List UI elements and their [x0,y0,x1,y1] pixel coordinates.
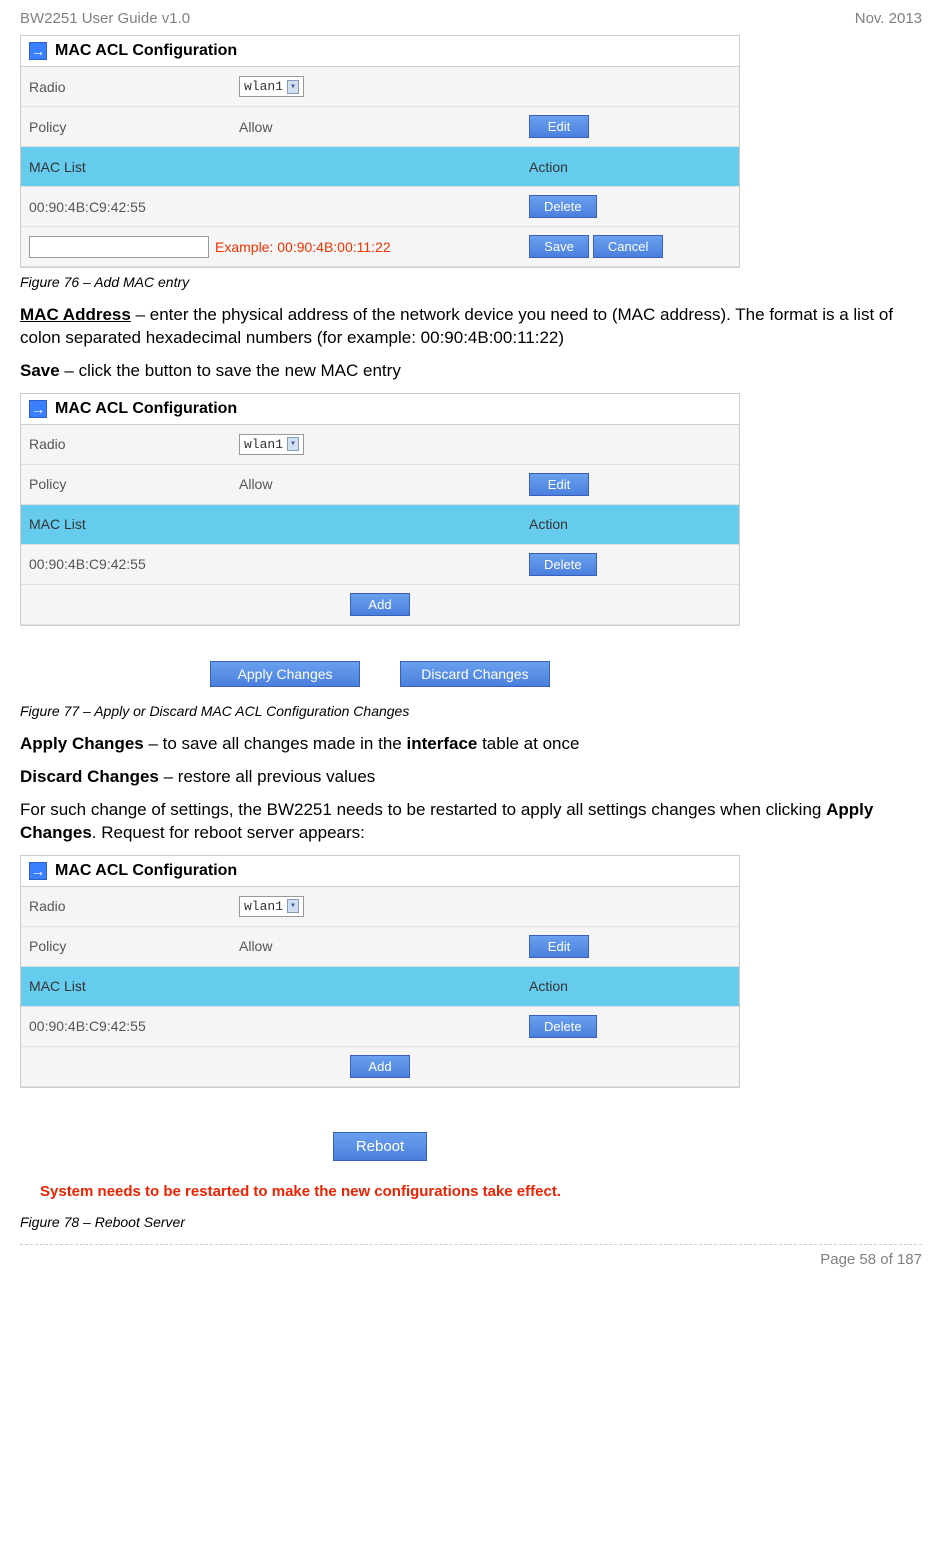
discard-paragraph: Discard Changes – restore all previous v… [20,766,922,789]
save-body: – click the button to save the new MAC e… [60,361,401,380]
chevron-down-icon: ▾ [287,899,299,913]
panel-title: MAC ACL Configuration [55,400,237,418]
mac-acl-panel-3: → MAC ACL Configuration Radio wlan1 ▾ Po… [20,855,740,1088]
policy-label: Policy [29,119,239,135]
mac-acl-panel-2: → MAC ACL Configuration Radio wlan1 ▾ Po… [20,393,740,626]
save-label: Save [20,361,60,380]
mac-entry-row: 00:90:4B:C9:42:55 Delete [21,1007,739,1047]
list-header-row: MAC List Action [21,505,739,545]
example-text: Example: 00:90:4B:00:11:22 [215,239,391,255]
mac-acl-panel-1: → MAC ACL Configuration Radio wlan1 ▾ Po… [20,35,740,268]
apply-paragraph: Apply Changes – to save all changes made… [20,733,922,756]
edit-button[interactable]: Edit [529,935,589,958]
apply-body-bold: interface [406,734,477,753]
mac-list-header: MAC List [29,516,529,532]
mac-input-row: Example: 00:90:4B:00:11:22 Save Cancel [21,227,739,267]
chevron-down-icon: ▾ [287,80,299,94]
figure-77-caption: Figure 77 – Apply or Discard MAC ACL Con… [20,703,922,719]
panel-title: MAC ACL Configuration [55,42,237,60]
discard-changes-button[interactable]: Discard Changes [400,661,550,687]
arrow-icon: → [29,42,47,60]
chevron-down-icon: ▾ [287,437,299,451]
apply-body2: table at once [477,734,579,753]
save-button[interactable]: Save [529,235,589,258]
apply-changes-button[interactable]: Apply Changes [210,661,360,687]
mac-input[interactable] [29,236,209,258]
radio-label: Radio [29,79,239,95]
discard-label: Discard Changes [20,767,159,786]
restart-text1: For such change of settings, the BW2251 … [20,800,826,819]
action-header: Action [529,978,731,994]
arrow-icon: → [29,400,47,418]
radio-label: Radio [29,898,239,914]
page-number: Page 58 of 187 [820,1251,922,1268]
radio-select-value: wlan1 [244,899,283,914]
discard-body: – restore all previous values [159,767,375,786]
edit-button[interactable]: Edit [529,115,589,138]
panel-header: → MAC ACL Configuration [21,394,739,425]
reboot-button[interactable]: Reboot [333,1132,427,1161]
restart-text2: . Request for reboot server appears: [92,823,365,842]
list-header-row: MAC List Action [21,147,739,187]
system-restart-message: System needs to be restarted to make the… [20,1175,740,1208]
radio-select[interactable]: wlan1 ▾ [239,434,304,455]
restart-paragraph: For such change of settings, the BW2251 … [20,799,922,845]
list-header-row: MAC List Action [21,967,739,1007]
panel-header: → MAC ACL Configuration [21,36,739,67]
figure-76-caption: Figure 76 – Add MAC entry [20,274,922,290]
mac-entry-value: 00:90:4B:C9:42:55 [29,1018,529,1034]
cancel-button[interactable]: Cancel [593,235,663,258]
radio-select-value: wlan1 [244,437,283,452]
mac-address-paragraph: MAC Address – enter the physical address… [20,304,922,350]
policy-value: Allow [239,119,529,135]
mac-entry-row: 00:90:4B:C9:42:55 Delete [21,545,739,585]
delete-button[interactable]: Delete [529,195,597,218]
radio-row: Radio wlan1 ▾ [21,887,739,927]
add-button[interactable]: Add [350,1055,410,1078]
radio-label: Radio [29,436,239,452]
apply-body1: – to save all changes made in the [144,734,407,753]
radio-select-value: wlan1 [244,79,283,94]
radio-select[interactable]: wlan1 ▾ [239,896,304,917]
reboot-section: Reboot [20,1092,740,1175]
policy-row: Policy Allow Edit [21,107,739,147]
mac-entry-value: 00:90:4B:C9:42:55 [29,556,529,572]
save-paragraph: Save – click the button to save the new … [20,360,922,383]
policy-row: Policy Allow Edit [21,465,739,505]
policy-row: Policy Allow Edit [21,927,739,967]
mac-address-label: MAC Address [20,305,131,324]
figure-78-caption: Figure 78 – Reboot Server [20,1214,922,1230]
mac-list-header: MAC List [29,159,529,175]
doc-title: BW2251 User Guide v1.0 [20,10,190,27]
policy-value: Allow [239,938,529,954]
page-content: → MAC ACL Configuration Radio wlan1 ▾ Po… [0,35,942,1230]
policy-label: Policy [29,476,239,492]
radio-row: Radio wlan1 ▾ [21,67,739,107]
radio-select[interactable]: wlan1 ▾ [239,76,304,97]
apply-label: Apply Changes [20,734,144,753]
mac-list-header: MAC List [29,978,529,994]
edit-button[interactable]: Edit [529,473,589,496]
page-header: BW2251 User Guide v1.0 Nov. 2013 [0,0,942,35]
panel-title: MAC ACL Configuration [55,862,237,880]
policy-value: Allow [239,476,529,492]
radio-row: Radio wlan1 ▾ [21,425,739,465]
mac-entry-value: 00:90:4B:C9:42:55 [29,199,529,215]
doc-date: Nov. 2013 [855,10,922,27]
add-row: Add [21,1047,739,1087]
apply-discard-bar: Apply Changes Discard Changes [20,630,740,697]
add-row: Add [21,585,739,625]
mac-entry-row: 00:90:4B:C9:42:55 Delete [21,187,739,227]
mac-address-body: – enter the physical address of the netw… [20,305,893,347]
page-footer: Page 58 of 187 [20,1244,922,1280]
policy-label: Policy [29,938,239,954]
delete-button[interactable]: Delete [529,553,597,576]
panel-header: → MAC ACL Configuration [21,856,739,887]
arrow-icon: → [29,862,47,880]
add-button[interactable]: Add [350,593,410,616]
delete-button[interactable]: Delete [529,1015,597,1038]
action-header: Action [529,159,731,175]
action-header: Action [529,516,731,532]
